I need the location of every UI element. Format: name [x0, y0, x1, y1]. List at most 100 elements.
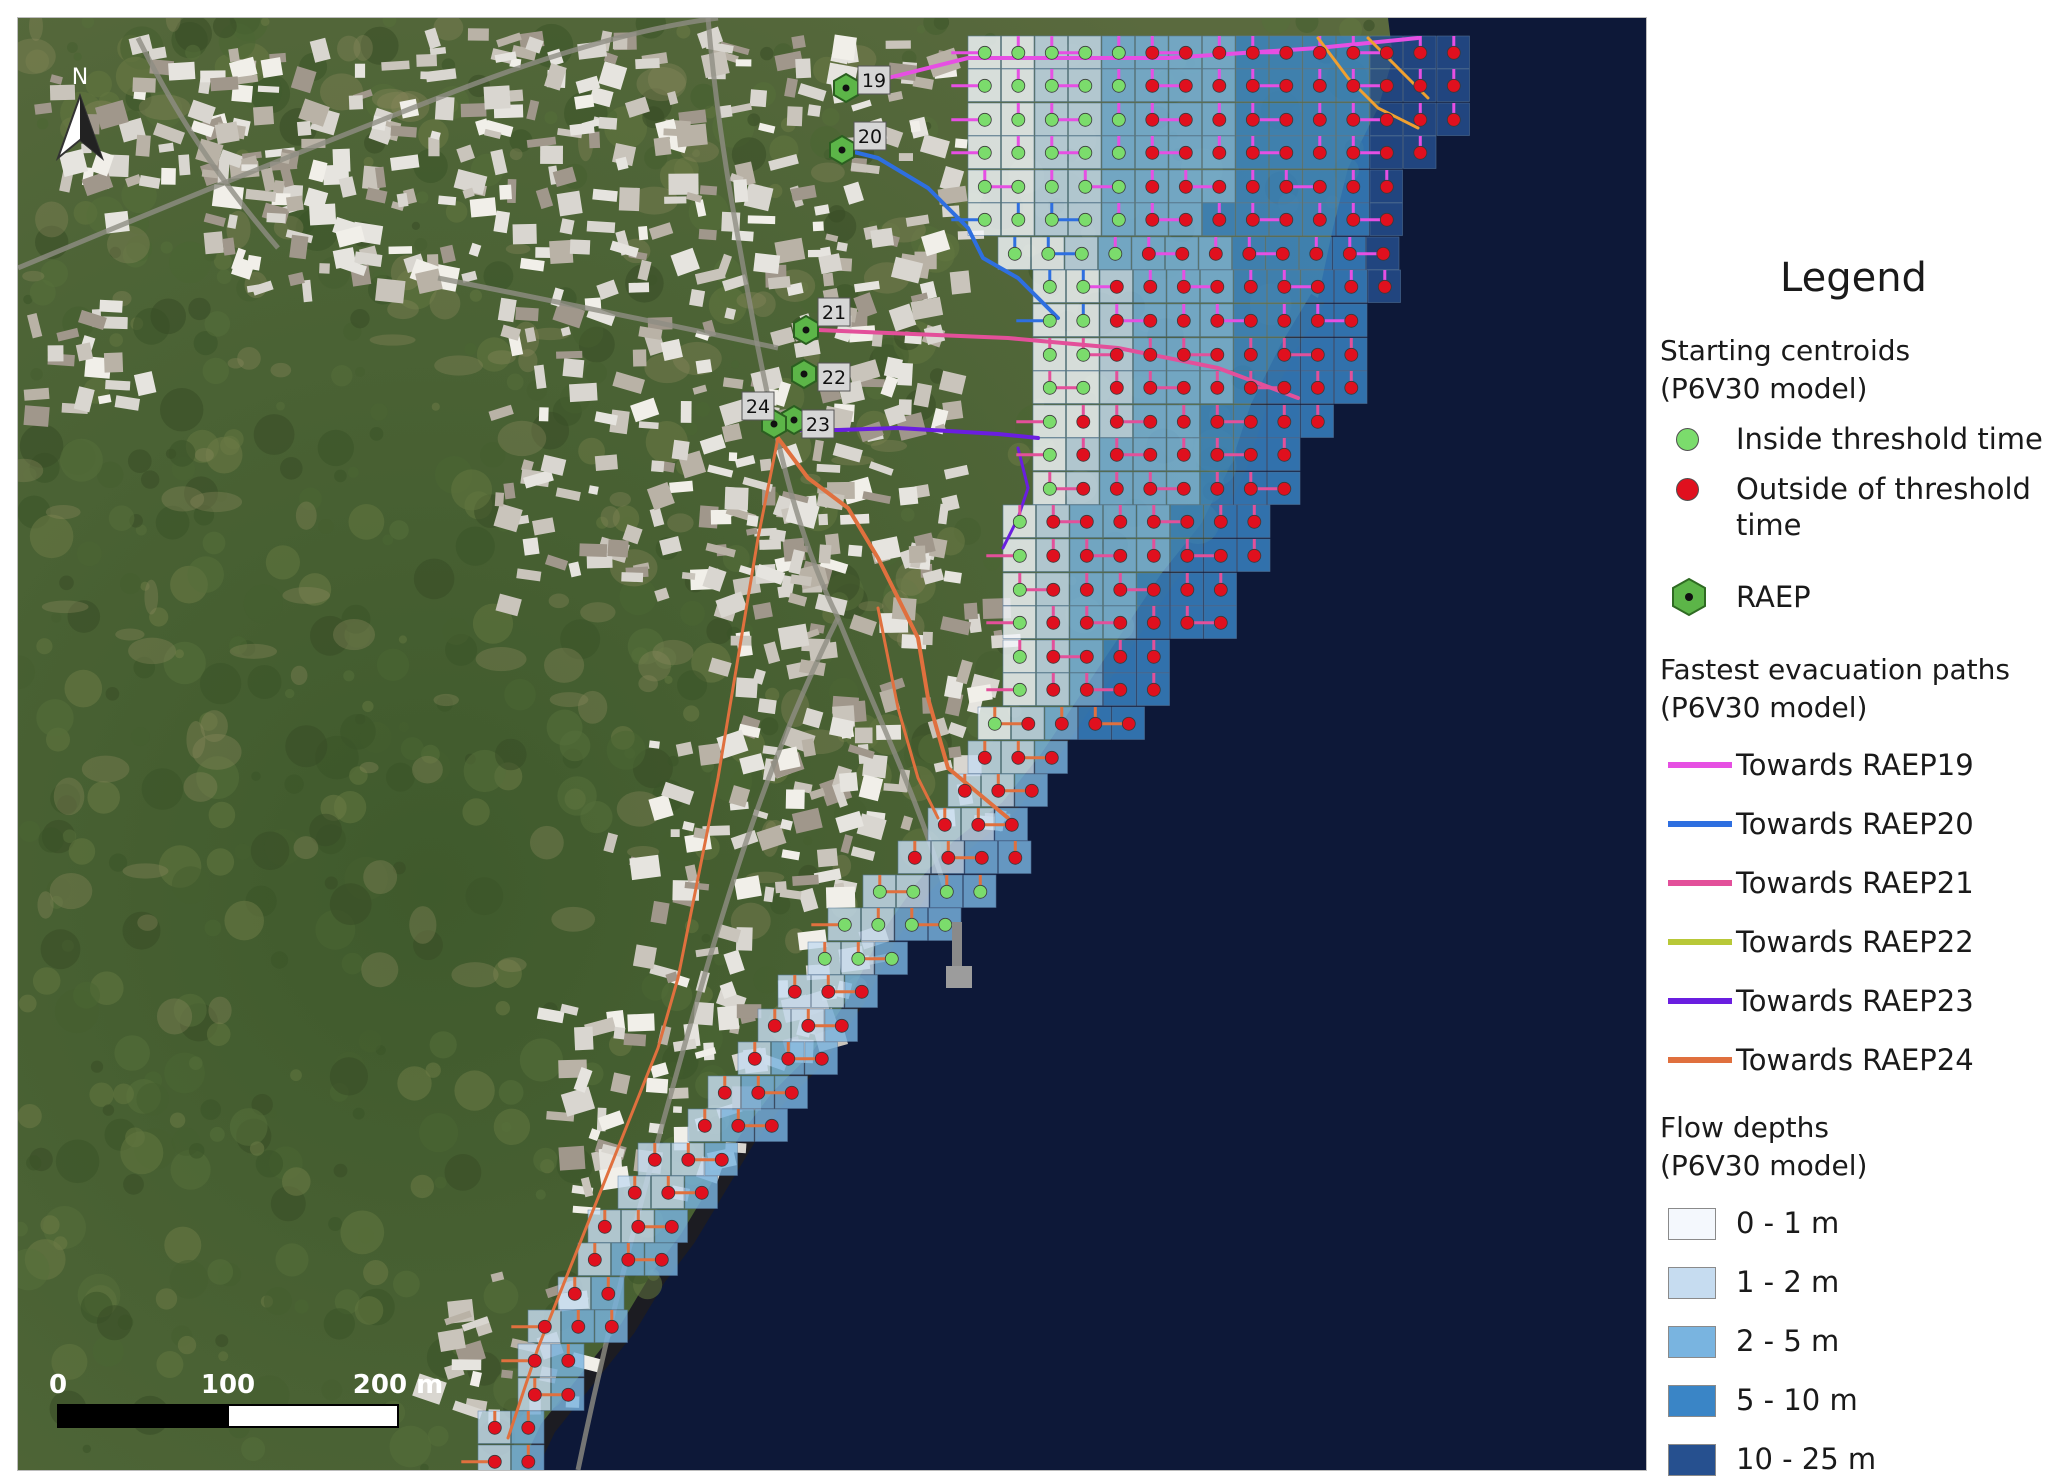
centroid-outside [1343, 247, 1356, 260]
centroid-inside [978, 213, 991, 226]
vegetation-patch [285, 725, 327, 767]
centroid-outside [1012, 751, 1025, 764]
building [556, 351, 582, 359]
centroid-outside [1214, 549, 1227, 562]
building [574, 1027, 594, 1051]
vegetation-patch [150, 299, 186, 335]
raep-center-dot [803, 327, 810, 334]
vegetation-patch [19, 995, 37, 1013]
vegetation-patch [334, 470, 347, 483]
building [513, 224, 537, 245]
centroid-inside [818, 952, 831, 965]
scale-tick-100: 100 [201, 1370, 255, 1400]
building [737, 1004, 762, 1018]
dry-patch [195, 448, 214, 462]
building [777, 586, 787, 598]
centroid-outside [1114, 683, 1127, 696]
centroid-outside [568, 1287, 581, 1300]
dry-patch [82, 756, 130, 783]
building [698, 743, 721, 766]
centroid-outside [1280, 46, 1293, 59]
dry-patch [530, 826, 564, 860]
scale-tick-0: 0 [49, 1370, 67, 1400]
vegetation-patch [547, 710, 583, 746]
legend-label-path: Towards RAEP23 [1736, 983, 1974, 1019]
building [289, 235, 308, 259]
centroid-outside [605, 1320, 618, 1333]
centroid-outside [1278, 314, 1291, 327]
legend-item-depth-1: 1 - 2 m [1662, 1262, 2062, 1302]
centroid-outside [528, 1354, 541, 1367]
centroid-outside [1447, 79, 1460, 92]
building [669, 481, 693, 494]
vegetation-patch [377, 649, 409, 681]
centroid-outside [1179, 113, 1192, 126]
vegetation-patch [432, 403, 440, 411]
vegetation-patch [370, 403, 387, 420]
raep-label: 19 [862, 70, 886, 92]
centroid-inside [1079, 113, 1092, 126]
building [813, 221, 824, 231]
vegetation-patch [59, 576, 74, 591]
dry-patch [42, 601, 89, 614]
building [515, 307, 539, 321]
vegetation-patch [36, 638, 52, 654]
centroid-outside [1179, 79, 1192, 92]
centroid-inside [1075, 247, 1088, 260]
vegetation-patch [536, 1190, 546, 1200]
centroid-outside [1114, 583, 1127, 596]
centroid-outside [975, 851, 988, 864]
dry-patch [291, 666, 308, 685]
legend-item-depth-3: 5 - 10 m [1662, 1380, 2062, 1420]
vegetation-patch [668, 756, 679, 767]
building [509, 89, 523, 101]
vegetation-patch [325, 877, 338, 890]
legend-item-path-21: Towards RAEP21 [1662, 863, 2062, 903]
vegetation-patch [342, 953, 364, 975]
building [649, 740, 660, 748]
dry-patch [360, 762, 379, 773]
centroid-inside [1112, 79, 1125, 92]
centroid-outside [1177, 314, 1190, 327]
vegetation-patch [359, 1030, 382, 1053]
building [135, 135, 150, 157]
raep-label: 22 [822, 367, 846, 389]
centroid-outside [1447, 113, 1460, 126]
centroid-outside [522, 1455, 535, 1468]
dry-patch [430, 288, 461, 320]
centroid-outside [718, 1086, 731, 1099]
centroid-outside [835, 1019, 848, 1032]
centroid-outside [1110, 381, 1123, 394]
dry-patch [22, 271, 44, 282]
vegetation-patch [319, 519, 334, 534]
centroid-outside [1345, 348, 1358, 361]
vegetation-patch [484, 1279, 519, 1314]
paths-heading: Fastest evacuation paths (P6V30 model) [1660, 651, 2050, 727]
building [589, 132, 600, 149]
legend-item-raep: RAEP [1662, 577, 2062, 617]
vegetation-patch [753, 966, 780, 993]
building [416, 54, 437, 67]
building [549, 240, 573, 264]
centroid-outside [1077, 482, 1090, 495]
centroid-inside [838, 918, 851, 931]
vegetation-patch [170, 1113, 185, 1128]
centroid-outside [1179, 46, 1192, 59]
building [681, 401, 692, 423]
centroid-outside [1380, 113, 1393, 126]
vegetation-patch [215, 1334, 228, 1347]
building [309, 203, 336, 225]
building [222, 238, 235, 256]
vegetation-patch [280, 457, 303, 480]
centroid-inside [939, 918, 952, 931]
vegetation-patch [264, 1287, 292, 1315]
centroid-outside [1278, 381, 1291, 394]
centroid-inside [1043, 348, 1056, 361]
dry-patch [183, 772, 217, 802]
building [848, 545, 863, 557]
dry-patch [192, 734, 241, 770]
building [948, 746, 961, 758]
building [587, 221, 616, 233]
